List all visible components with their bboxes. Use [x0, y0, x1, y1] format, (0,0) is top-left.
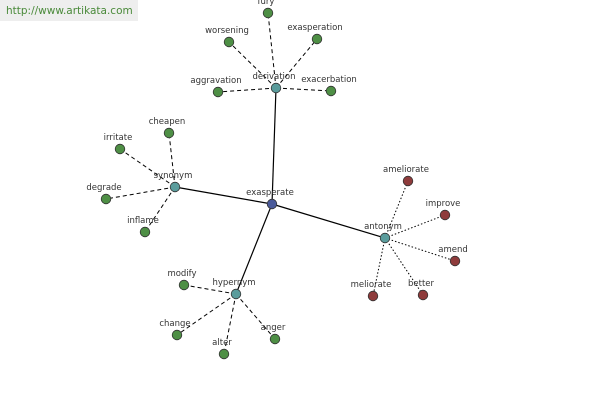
node: [439, 209, 451, 221]
node: [311, 33, 323, 45]
node-label: amend: [438, 245, 468, 255]
node: [139, 226, 151, 238]
node-label: fury: [258, 0, 275, 7]
node: [163, 127, 175, 139]
edge: [384, 214, 446, 239]
edge: [183, 284, 237, 295]
node-label: alter: [212, 338, 232, 348]
edge: [176, 293, 237, 336]
node-label: modify: [167, 269, 196, 279]
edge: [271, 87, 277, 205]
node: [266, 198, 278, 210]
node-label: better: [408, 279, 435, 289]
node-label: derivation: [252, 72, 295, 82]
node-label: cheapen: [149, 117, 186, 127]
edge: [275, 38, 318, 89]
node: [218, 348, 230, 360]
node: [402, 175, 414, 187]
edge: [372, 237, 386, 297]
node-label: aggravation: [190, 76, 241, 86]
node: [270, 82, 282, 94]
edge: [223, 293, 237, 355]
node: [269, 333, 281, 345]
node: [100, 193, 112, 205]
node: [178, 279, 190, 291]
node: [325, 85, 337, 97]
node-label: exacerbation: [301, 75, 357, 85]
node-label: ameliorate: [383, 165, 429, 175]
edge: [168, 132, 176, 188]
edge: [174, 186, 273, 205]
edge: [144, 186, 176, 233]
header-bar: [0, 0, 138, 21]
node-label: meliorate: [351, 280, 392, 290]
node-label: irritate: [104, 133, 133, 143]
node: [367, 290, 379, 302]
node-label: worsening: [205, 26, 249, 36]
node: [114, 143, 126, 155]
node-label: hypernym: [212, 278, 255, 288]
edge: [271, 203, 386, 239]
node: [223, 36, 235, 48]
node: [230, 288, 242, 300]
edge: [235, 293, 276, 340]
edge: [228, 41, 277, 89]
node-label: inflame: [127, 216, 159, 226]
edge: [275, 87, 332, 92]
node-label: exasperate: [246, 188, 294, 198]
edge: [217, 87, 277, 93]
node-label: exasperation: [287, 23, 342, 33]
node: [212, 86, 224, 98]
edge: [267, 12, 277, 89]
node: [169, 181, 181, 193]
edge: [235, 203, 273, 295]
node-label: change: [159, 319, 190, 329]
node: [449, 255, 461, 267]
node: [417, 289, 429, 301]
node-label: improve: [426, 199, 461, 209]
node: [171, 329, 183, 341]
node-label: anger: [261, 323, 286, 333]
node-label: antonym: [364, 222, 402, 232]
edge: [119, 148, 176, 188]
node-label: degrade: [86, 183, 121, 193]
node: [379, 232, 391, 244]
node: [262, 7, 274, 19]
edge: [105, 186, 176, 200]
node-label: synonym: [154, 171, 193, 181]
edge: [384, 237, 424, 296]
site-url[interactable]: http://www.artikata.com: [6, 5, 133, 17]
